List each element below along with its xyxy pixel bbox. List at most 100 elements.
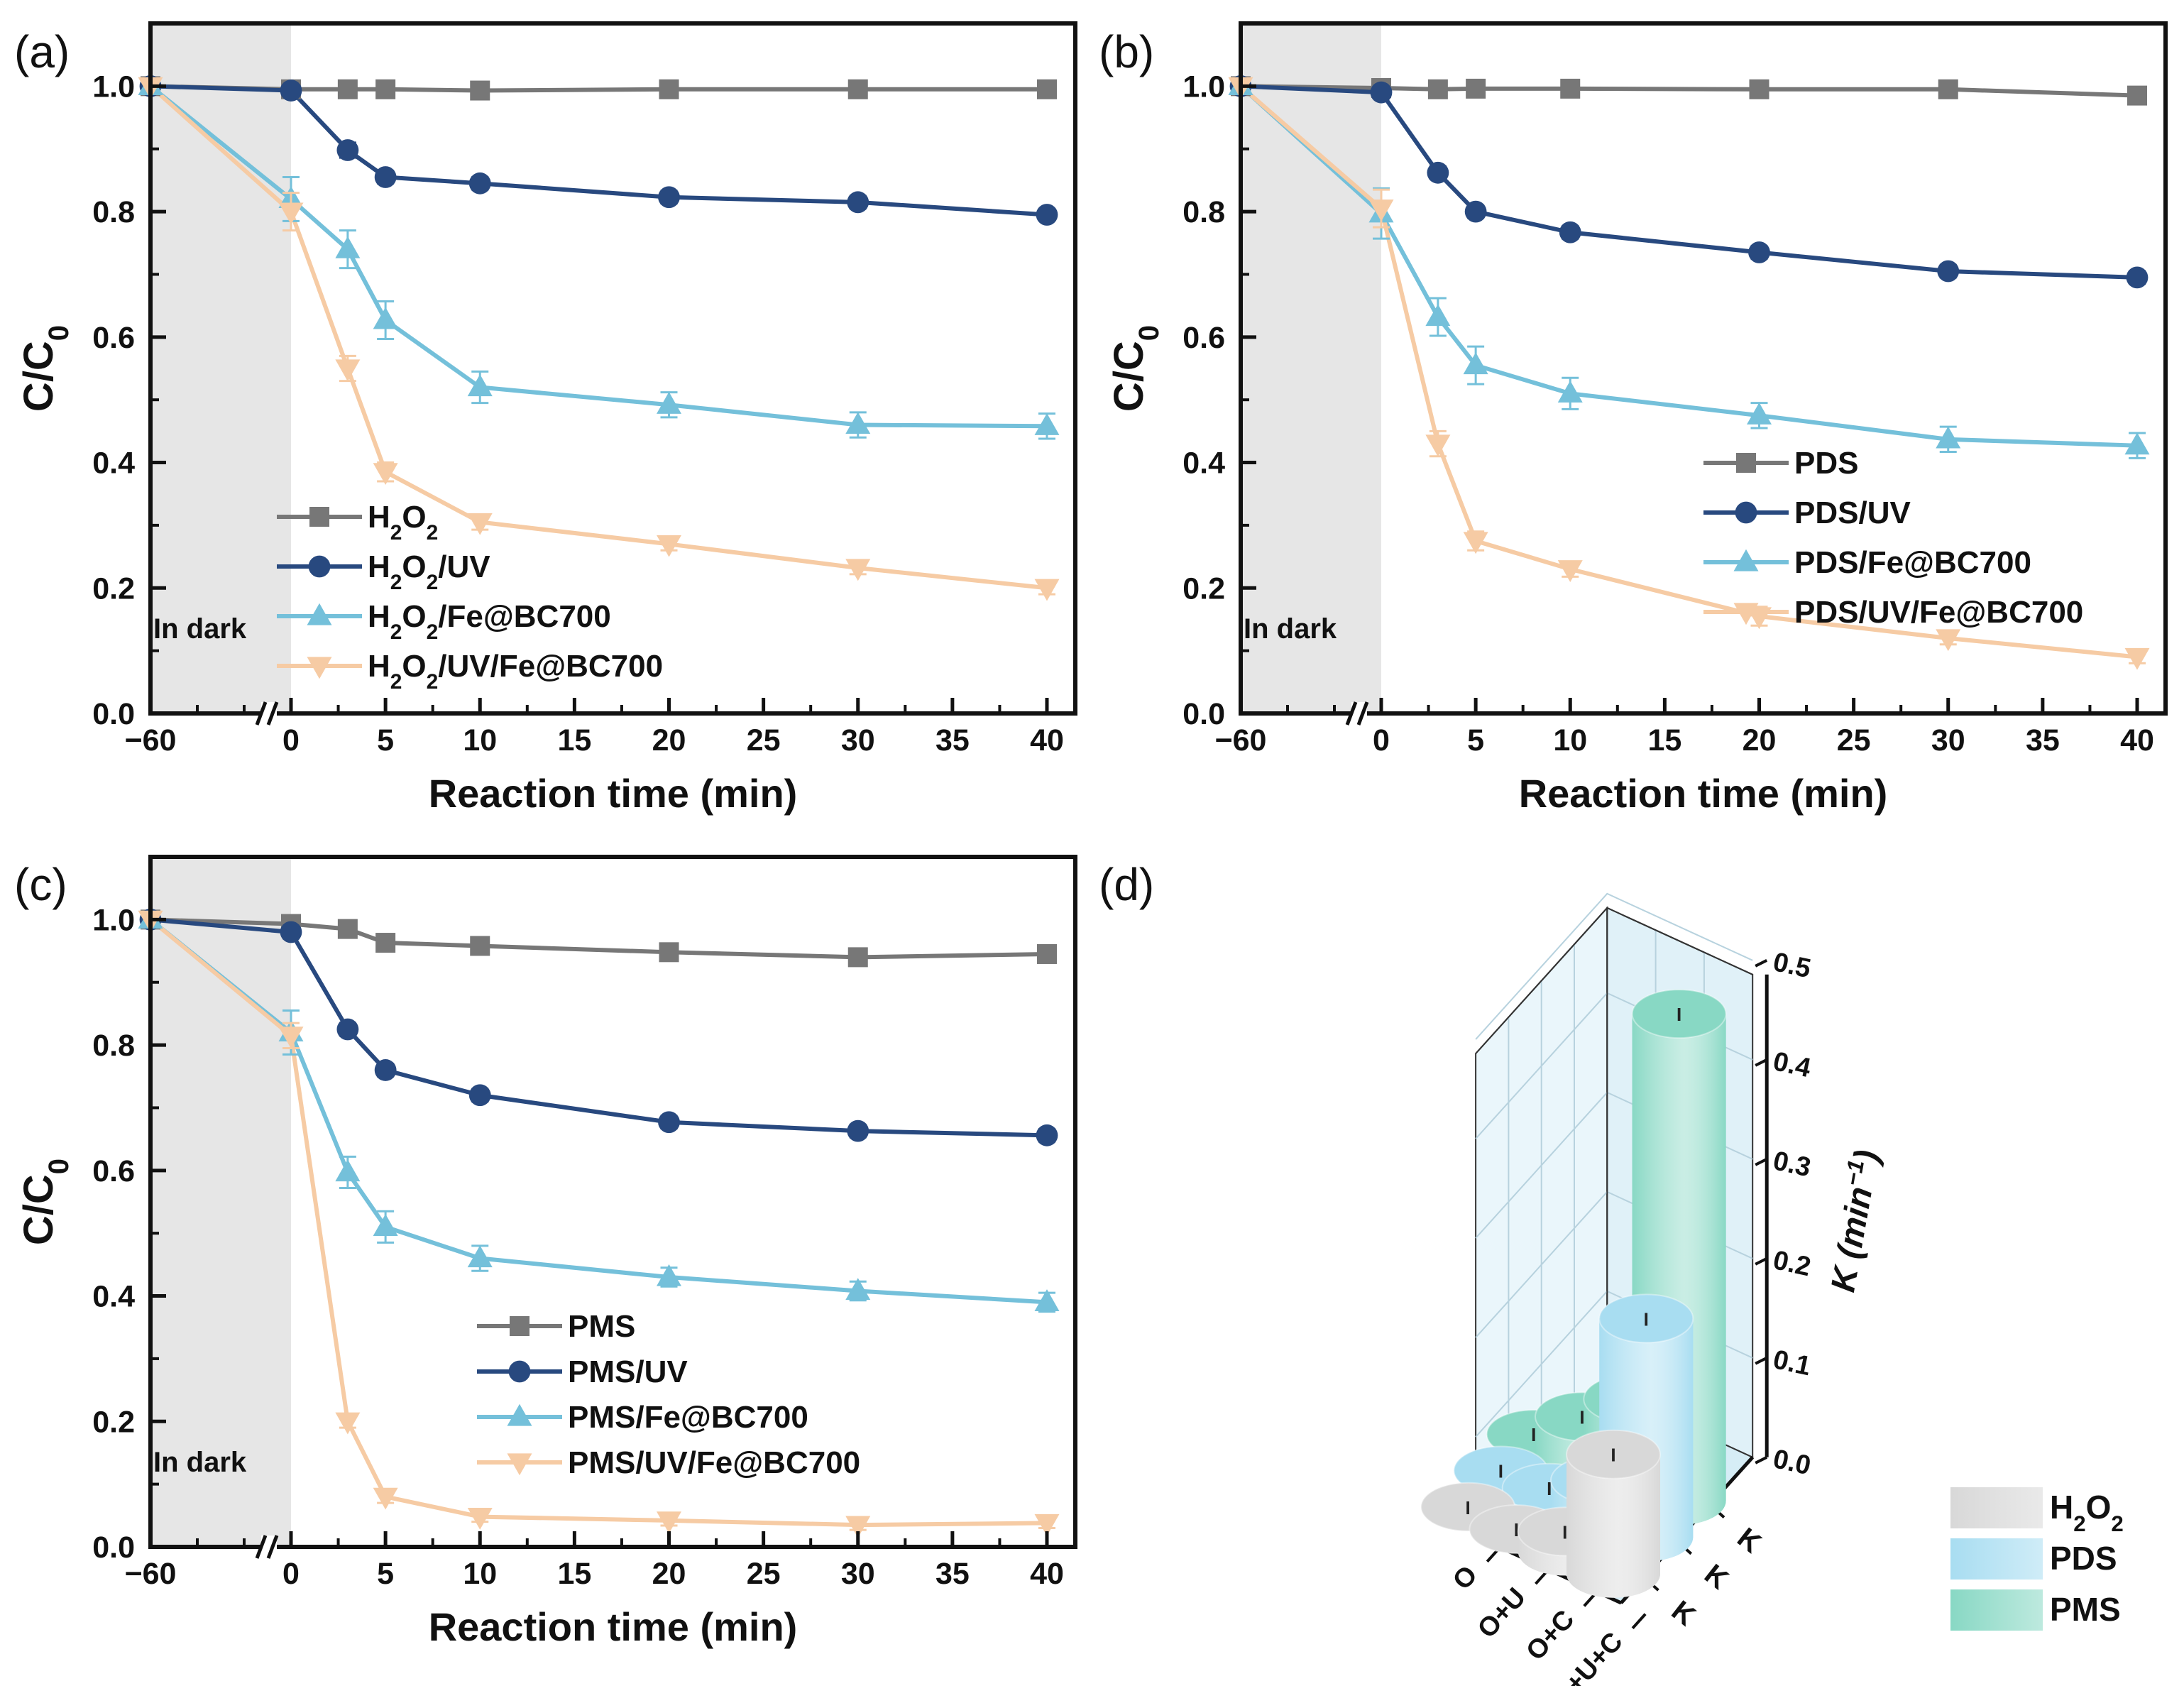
legend-marker [508,1360,531,1383]
x-tick-label: 40 [2120,723,2154,757]
x-tick-label: 15 [557,723,591,757]
data-point [335,359,361,382]
data-point [467,513,493,535]
data-point [1368,199,1394,221]
data-point [1557,560,1583,582]
data-point [659,942,679,963]
x-tick-label: 35 [2026,723,2060,757]
data-point [1427,79,1448,99]
y-axis-title: C/C0 [16,325,75,412]
y-tick-label: 0.8 [1182,195,1225,229]
data-point [1037,79,1057,99]
legend-label: H2O2/UV/Fe@BC700 [368,649,663,694]
legend-label: H2O2 [2050,1489,2124,1536]
series-line-3 [149,918,1048,1528]
data-point [1466,78,1486,99]
data-point [1037,943,1057,964]
data-point [373,1214,398,1236]
in-dark-label: In dark [153,613,247,645]
wall-grid-line [1475,892,1753,1040]
y-tick-label: 0.8 [92,195,135,229]
data-point [1464,200,1487,223]
data-point [845,559,871,581]
data-point [1034,579,1060,601]
data-point [1936,629,1961,652]
data-point [2124,432,2150,455]
data-point [1937,260,1960,283]
cylinder-error-mark: I [1579,1407,1584,1428]
data-point [658,1111,680,1134]
data-point [657,1511,681,1534]
data-point [373,1487,398,1510]
legend-label: PDS [1794,446,1858,481]
data-point [845,1516,871,1538]
dark-shade-region [1241,23,1381,713]
series-line-3 [1239,84,2138,659]
axis-break-mark [1345,701,1358,726]
data-point [847,947,868,968]
z-tick [1755,959,1768,968]
x-tick-label: 25 [747,1557,781,1591]
data-point [847,1120,869,1142]
data-point [470,80,490,101]
data-point [278,1027,304,1049]
x-tick-label: 10 [1553,723,1587,757]
legend-label: PMS/UV/Fe@BC700 [568,1445,860,1480]
y-tick-label: 0.8 [92,1029,135,1063]
x-tick-label: 35 [935,723,970,757]
data-point [374,1059,397,1081]
legend-label: PDS [2050,1540,2117,1577]
y-axis-title: C/C0 [1106,325,1165,412]
panel-label: (b) [1099,26,1154,77]
data-point [658,186,680,209]
z-tick [1755,1158,1768,1166]
x-tick-label: 0 [282,1557,300,1591]
axis-break-mark [255,701,268,726]
series-line-2 [149,918,1048,1305]
legend-label: PMS [568,1309,635,1344]
series-line-1 [1240,84,2138,280]
data-point [1427,161,1449,184]
data-point [1370,81,1393,104]
z-tick [1755,1456,1768,1465]
z-tick [1755,1257,1768,1266]
legend-marker [1736,453,1756,473]
data-point [1034,1289,1060,1311]
data-point [374,166,397,188]
y-tick-label: 1.0 [1182,70,1225,104]
axis-break-mark [255,1535,268,1559]
panel-label: (a) [14,26,70,77]
cylinder-error-mark: I [1677,1004,1681,1025]
data-point [1559,221,1581,243]
data-point [336,1018,359,1041]
data-point [657,392,681,414]
data-point [847,191,869,214]
data-point [1036,204,1058,226]
data-point [1425,434,1451,457]
axes-frame [148,21,1077,716]
legend-label: PDS/UV [1794,496,1911,530]
x-tick-label: 20 [1743,723,1777,757]
z-tick [1755,1058,1768,1067]
dark-shade-region [150,857,291,1547]
panel-c-chart: In dark 0.0 0.2 0.4 0.6 0.8 1.0 −60 0 5 10 15 20 25 30… [14,855,1077,1649]
data-point [1034,413,1060,435]
dark-shade-region [150,23,291,713]
axis-break-mark [1356,701,1369,726]
x-tick-label: 40 [1030,1557,1064,1591]
data-point [1463,352,1488,375]
data-point [335,1412,361,1435]
y-tick-label: 0.4 [92,1280,135,1314]
z-tick [1755,1357,1768,1365]
x-tick-label: 35 [935,1557,970,1591]
x-tick-label: 40 [1030,723,1064,757]
legend-marker [307,657,332,679]
y-tick-label: 0.4 [1182,447,1225,481]
panel-b-chart: In dark 0.0 0.2 0.4 0.6 0.8 1.0 −60 0 5 10 15 20 25 30… [1099,21,2168,816]
series-line-1 [150,84,1048,217]
legend-label: H2O2 [368,500,438,544]
y-tick-label: 0.2 [92,571,135,606]
data-point [847,79,868,99]
legend-label: PMS/Fe@BC700 [568,1400,808,1435]
